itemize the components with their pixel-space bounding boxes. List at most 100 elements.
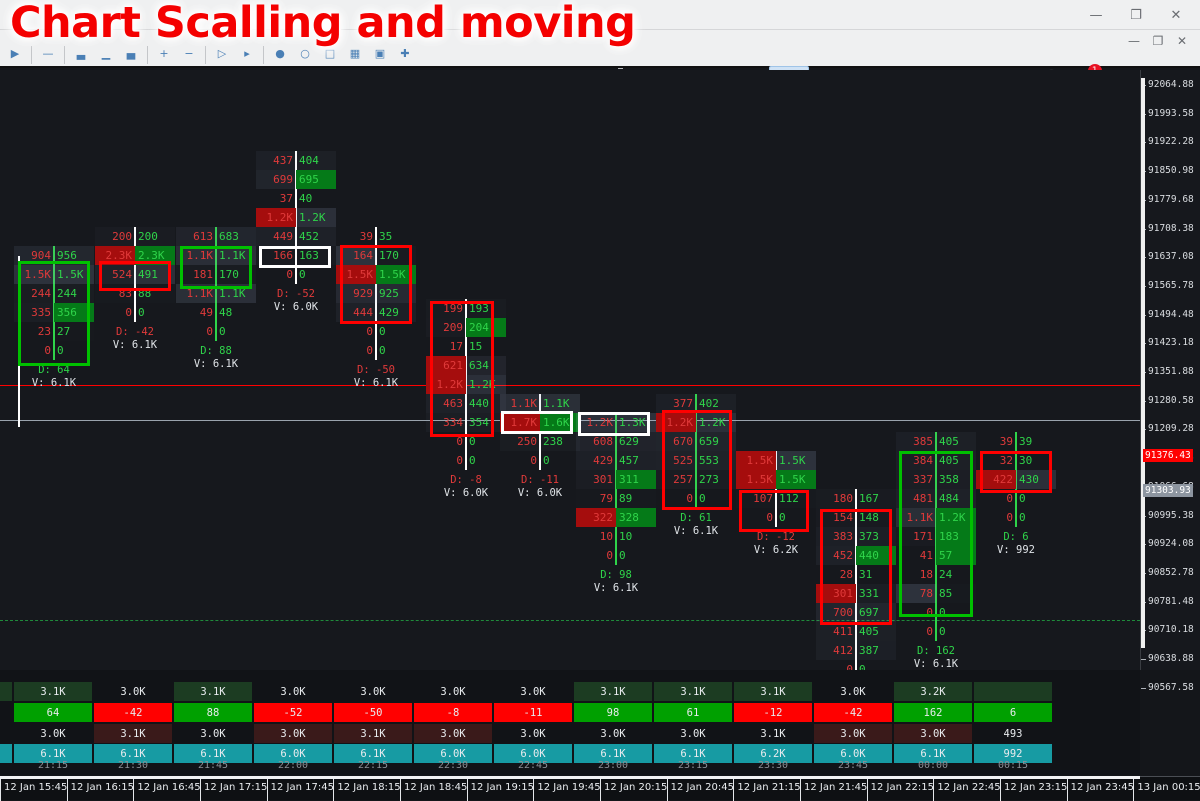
bid-cell: 1.5K	[336, 265, 376, 284]
volume-footer-panel: 3.0K3.1K3.0K3.1K3.0K3.0K3.0K3.0K3.1K3.1K…	[0, 670, 1140, 775]
bid-cell: 83	[118, 287, 132, 300]
objects-icon[interactable]: ○	[300, 46, 310, 60]
bar-5[interactable]: 39 35 164 170 1.5K 1.5K 929 925 444 429 0 0 0 0 D: -50…	[336, 227, 416, 389]
bid-cell: 334	[426, 413, 466, 432]
bid-cell: 411	[816, 622, 856, 641]
price-axis-label: 91351.88	[1148, 366, 1194, 377]
bid-volume-cell: 493	[1003, 727, 1023, 740]
price-axis-scrollbar[interactable]	[1141, 78, 1145, 648]
indicators-icon[interactable]: ●	[275, 46, 285, 60]
bid-cell: 621	[426, 356, 466, 375]
zoom-out-icon[interactable]: −	[184, 46, 194, 60]
ask-volume-cell: 3.1K	[14, 682, 92, 701]
bid-cell: 164	[336, 246, 376, 265]
footprint-row: 1.7K 1.6K	[500, 413, 580, 432]
time-axis-tick	[666, 777, 668, 801]
bar-11[interactable]: 180 167 154 148 383 373 452 440 28 31 301 331 700 697…	[816, 489, 896, 670]
bid-volume-cell: 3.0K	[200, 727, 226, 740]
bar-delta: D: 61	[680, 512, 712, 524]
price-tick	[1141, 687, 1146, 689]
bar-volume: V: 6.0K	[273, 301, 319, 313]
price-axis-label: 90924.08	[1148, 538, 1194, 550]
ask-cell: 167	[856, 489, 896, 508]
time-axis-tick	[466, 777, 468, 801]
bar-delta: D: -42	[116, 326, 154, 338]
grid-icon[interactable]: ▣	[374, 46, 386, 60]
footprint-row: 39 39	[976, 432, 1056, 451]
footprint-chart-canvas[interactable]: 904 956 1.5K 1.5K 244 244 335 356 23 27 0 0 D: 64 V: …	[0, 70, 1140, 670]
line-chart-icon[interactable]: ▄	[126, 46, 136, 60]
footprint-row: 199 193	[426, 299, 506, 318]
bar-delta: D: -8	[450, 474, 482, 486]
footprint-row	[0, 389, 50, 408]
mdi-restore-button[interactable]: ❐	[1152, 34, 1164, 48]
time-axis-label: 12 Jan 21:15	[737, 782, 801, 793]
bid-cell: 2.3K	[95, 246, 135, 265]
bid-cell: 1.1K	[176, 284, 216, 303]
templates-icon[interactable]: □	[324, 46, 336, 60]
bid-volume-row: 3.1K3.0K3.1K3.0K3.0K3.1K3.0K3.0K3.0K3.0K…	[0, 724, 1140, 745]
mdi-minimize-button[interactable]: —	[1128, 34, 1140, 48]
ask-cell: 0	[619, 549, 626, 562]
footprint-row: 200 200	[95, 227, 175, 246]
bar-7[interactable]: 1.1K 1.1K 1.7K 1.6K 250 238 0 0 D: -11 V: 6.0K	[500, 394, 580, 499]
bar-6[interactable]: 199 193 209 204 17 15 621 634 1.2K 1.2K 463 440 334 3…	[426, 299, 506, 499]
close-button[interactable]: ✕	[1170, 7, 1182, 23]
bar-4[interactable]: 437 404 699 695 37 40 1.2K 1.2K 449 452 166 163 0 0 D:…	[256, 151, 336, 313]
ask-cell: 1.6K	[540, 413, 580, 432]
window-controls-app[interactable]: — ❐ ✕	[1076, 0, 1196, 30]
period-separator-icon[interactable]: ▦	[349, 46, 361, 60]
candle-wick	[775, 451, 777, 527]
bid-volume-cell: 3.0K	[814, 724, 892, 743]
drawing-tools-group[interactable]: ▶ — ▃ ▁ ▄ + − ▷ ▸ ● ○ □ ▦ ▣ ✚	[4, 32, 610, 66]
bid-cell: 383	[816, 527, 856, 546]
bar-2[interactable]: 200 200 2.3K 2.3K 524 491 83 88 0 0 D: -42 V: 6.1K	[95, 227, 175, 351]
time-label: 23:00	[597, 760, 629, 771]
bid-volume-cell: 3.1K	[94, 724, 172, 743]
ask-volume-row: 3.0K3.1K3.0K3.1K3.0K3.0K3.0K3.0K3.1K3.1K…	[0, 682, 1140, 703]
bar-13[interactable]: 39 39 32 30 422 430 0 0 0 0 D: 6 V: 992	[976, 432, 1056, 556]
current-price-tag: 91376.43	[1143, 449, 1193, 462]
ask-volume-cell: 3.0K	[120, 685, 146, 698]
bid-cell: 107	[753, 492, 773, 505]
maximize-button[interactable]: ❐	[1130, 7, 1142, 23]
zoom-in-icon[interactable]: +	[159, 46, 169, 60]
delta-volume-label: D: 6 V: 992	[976, 531, 1056, 557]
mdi-close-button[interactable]: ✕	[1176, 34, 1188, 48]
chart-shift-icon[interactable]: ▸	[244, 46, 250, 60]
minimize-button[interactable]: —	[1089, 7, 1103, 23]
price-axis[interactable]: 92064.88 91993.58 91922.28 91850.98 91779.68…	[1140, 70, 1200, 693]
footprint-row: 32 30	[976, 451, 1056, 470]
price-axis-label: 91565.78	[1148, 279, 1194, 291]
time-axis[interactable]: 12 Jan 15:45 12 Jan 16:15 12 Jan 16:45 12 J…	[0, 776, 1200, 801]
candlestick-icon[interactable]: ▁	[101, 46, 111, 60]
bar-1[interactable]: 904 956 1.5K 1.5K 244 244 335 356 23 27 0 0 D: 64 V: …	[14, 246, 94, 389]
bar-8[interactable]: 1.2K 1.3K 608 629 429 457 301 311 79 89 322 328 10 10…	[576, 413, 656, 594]
line-tool-icon[interactable]: —	[42, 46, 54, 60]
crosshair-price-tag: 91303.93	[1143, 484, 1193, 497]
footprint-row: 437 404	[256, 151, 336, 170]
ask-cell: 1.3K	[616, 413, 656, 432]
horizontal-scrollbar[interactable]	[0, 776, 1140, 779]
bar-10[interactable]: 1.5K 1.5K 1.5K 1.5K 107 112 0 0 D: -12 V: 6.2K	[736, 451, 816, 556]
bar-12[interactable]: 385 405 384 405 337 358 481 484 1.1K 1.2K 171 183 41…	[896, 432, 976, 670]
crosshair-icon[interactable]: ✚	[400, 46, 410, 60]
time-axis-label: 12 Jan 20:45	[670, 782, 734, 793]
price-axis-label: 91922.28	[1148, 136, 1194, 148]
new-order-icon[interactable]: ▶	[10, 46, 20, 60]
autoscroll-icon[interactable]: ▷	[217, 46, 227, 60]
time-axis-tick	[1133, 777, 1135, 801]
bar-delta: D: -12	[757, 531, 795, 543]
ask-cell: 1.1K	[216, 246, 256, 265]
candle-wick	[855, 489, 857, 670]
ask-cell: 1.1K	[540, 394, 580, 413]
bar-3[interactable]: 613 683 1.1K 1.1K 181 170 1.1K 1.1K 49 48 0 0 D: 88 V…	[176, 227, 256, 370]
ask-cell: 170	[376, 246, 416, 265]
bid-cell: 0	[366, 325, 373, 338]
bar-9[interactable]: 377 402 1.2K 1.2K 670 659 525 553 257 273 0 0 D: 61 V…	[656, 394, 736, 537]
bar-chart-icon[interactable]: ▃	[76, 46, 86, 60]
window-controls-mdi[interactable]: — ❐ ✕	[1122, 30, 1194, 52]
ask-cell: 484	[936, 489, 976, 508]
